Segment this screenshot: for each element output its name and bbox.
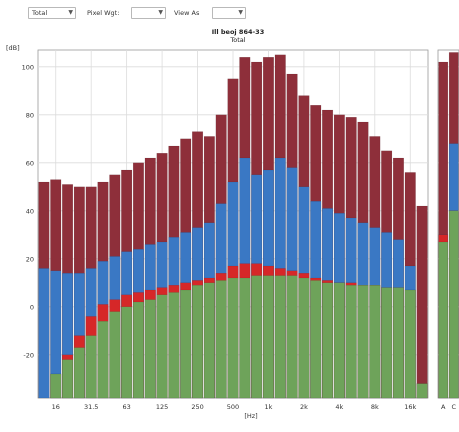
bar-s1 [203, 282, 215, 399]
y-tick-label: 80 [26, 111, 34, 119]
y-tick-label: 60 [26, 159, 34, 167]
bar-s1 [251, 275, 263, 399]
view-as-select[interactable]: ▼ [212, 7, 246, 19]
bar-s1 [345, 285, 357, 399]
x-tick-label: 125 [156, 403, 168, 411]
x-tick-label: 2k [300, 403, 308, 411]
bar-s1 [97, 321, 109, 399]
y-tick-label: -20 [23, 351, 34, 359]
pixel-weight-label: Pixel Wgt: [87, 9, 120, 17]
bar-s1 [404, 289, 416, 399]
x-tick-label: 63 [122, 403, 130, 411]
side-tick-label: A [441, 403, 446, 411]
x-tick-label: 31.5 [84, 403, 98, 411]
bar-s1 [227, 277, 239, 399]
x-tick-label: 8k [371, 403, 379, 411]
chart-toolbar: Total ▼ Pixel Wgt: ▼ View As ▼ [0, 0, 459, 22]
x-tick-label: 4k [335, 403, 343, 411]
chart-title: Ill beoj 864-33 [212, 28, 264, 36]
bar-s1 [333, 282, 345, 399]
chevron-down-icon: ▼ [158, 9, 163, 16]
bar-s1 [298, 277, 310, 399]
y-tick-label: 100 [22, 63, 34, 71]
x-tick-label: 1k [265, 403, 273, 411]
y-axis-label: [dB] [6, 44, 20, 52]
bar-s1 [168, 292, 180, 399]
bar-s1 [274, 275, 286, 399]
mode-select-value: Total [32, 9, 48, 17]
chart-subtitle: Total [229, 36, 245, 44]
view-as-label: View As [174, 9, 200, 17]
bar-s1 [286, 275, 298, 399]
y-tick-label: 0 [30, 303, 34, 311]
bar-s1 [132, 301, 144, 399]
x-axis-label: [Hz] [244, 412, 257, 420]
bar-s1 [215, 280, 227, 399]
x-tick-label: 16 [52, 403, 60, 411]
side-bar-s1 [448, 210, 459, 399]
y-tick-label: 20 [26, 255, 34, 263]
bar-s1 [62, 359, 74, 399]
axes: 100 80 60 40 20 0 -20 16 31.5 63 125 250 500 1k 2k 4k 8k… [22, 63, 417, 411]
bar-s1 [357, 285, 369, 399]
bar-s1 [73, 347, 85, 399]
pixel-weight-select[interactable]: ▼ [131, 7, 166, 19]
bar-s1 [121, 306, 133, 399]
bar-s1 [50, 373, 62, 399]
bar-s1 [156, 294, 168, 399]
chevron-down-icon: ▼ [238, 9, 243, 16]
x-tick-label: 500 [227, 403, 239, 411]
y-tick-label: 40 [26, 207, 34, 215]
bar-s1 [369, 285, 381, 399]
x-tick-label: 16k [404, 403, 416, 411]
bar-s1 [416, 383, 428, 399]
bar-s1 [192, 285, 204, 399]
mode-select[interactable]: Total ▼ [28, 7, 76, 19]
bar-s1 [109, 311, 121, 399]
bar-s1 [85, 335, 97, 399]
bar-s1 [239, 277, 251, 399]
x-tick-label: 250 [191, 403, 203, 411]
bar-s4 [416, 205, 428, 399]
bar-series [38, 54, 428, 399]
bar-s1 [322, 282, 334, 399]
bar-s1 [310, 280, 322, 399]
bar-s1 [262, 275, 274, 399]
bar-s1 [180, 289, 192, 399]
side-bar-s1 [438, 241, 449, 399]
side-tick-label: C [451, 403, 456, 411]
bar-s1 [144, 299, 156, 399]
bar-s3 [38, 268, 50, 399]
chevron-down-icon: ▼ [68, 9, 73, 16]
bar-s1 [381, 287, 393, 399]
bar-s1 [392, 287, 404, 399]
